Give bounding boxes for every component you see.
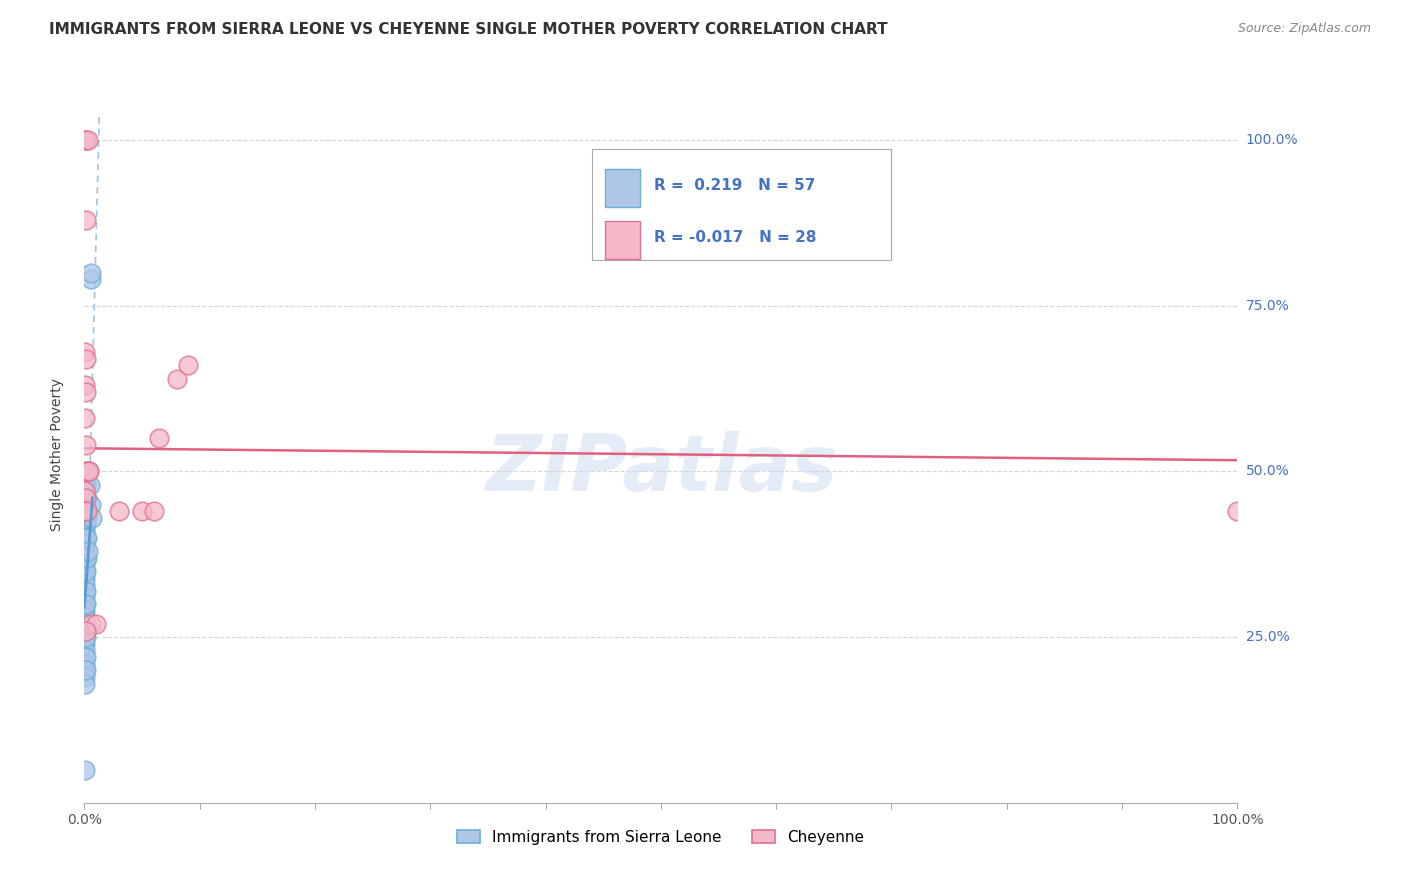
- Point: [76, 544, 98, 558]
- Point: [75, 570, 97, 584]
- Point: [84, 616, 107, 631]
- Text: 50.0%: 50.0%: [1246, 465, 1289, 478]
- Point: [75, 630, 97, 644]
- Text: Source: ZipAtlas.com: Source: ZipAtlas.com: [1237, 22, 1371, 36]
- Point: [75, 438, 97, 452]
- Point: [75, 477, 97, 491]
- Point: [75, 591, 97, 605]
- Point: [75, 558, 97, 572]
- Text: R =  0.219   N = 57: R = 0.219 N = 57: [654, 178, 815, 193]
- Point: [75, 484, 97, 499]
- Point: [75, 471, 97, 485]
- Point: [75, 537, 97, 551]
- Point: [75, 616, 97, 631]
- Point: [75, 657, 97, 671]
- Point: [75, 511, 97, 525]
- Point: [75, 531, 97, 545]
- Point: [75, 345, 97, 359]
- Point: [75, 604, 97, 618]
- Point: [75, 531, 97, 545]
- FancyBboxPatch shape: [606, 221, 640, 260]
- Point: [76, 504, 98, 518]
- Point: [75, 610, 97, 624]
- FancyBboxPatch shape: [606, 169, 640, 207]
- Point: [80, 266, 103, 280]
- Point: [75, 351, 97, 366]
- Point: [75, 564, 97, 578]
- Point: [76, 133, 98, 147]
- Text: 75.0%: 75.0%: [1246, 299, 1289, 313]
- Point: [75, 504, 97, 518]
- Point: [142, 504, 165, 518]
- Point: [75, 676, 97, 690]
- Point: [75, 517, 97, 532]
- Point: [75, 643, 97, 657]
- Point: [75, 212, 97, 227]
- Point: [75, 477, 97, 491]
- Point: [75, 583, 97, 598]
- Point: [80, 616, 103, 631]
- Point: [76, 504, 98, 518]
- Point: [80, 272, 103, 286]
- Point: [75, 498, 97, 512]
- Point: [75, 491, 97, 505]
- Point: [75, 498, 97, 512]
- Point: [76, 550, 98, 565]
- Point: [75, 577, 97, 591]
- Legend: Immigrants from Sierra Leone, Cheyenne: Immigrants from Sierra Leone, Cheyenne: [451, 823, 870, 851]
- Point: [75, 630, 97, 644]
- Point: [75, 544, 97, 558]
- Point: [79, 477, 101, 491]
- Point: [131, 504, 153, 518]
- Point: [75, 583, 97, 598]
- Point: [75, 564, 97, 578]
- Point: [75, 650, 97, 665]
- Point: [75, 465, 97, 479]
- FancyBboxPatch shape: [592, 149, 891, 260]
- Point: [76, 491, 98, 505]
- Text: R = -0.017   N = 28: R = -0.017 N = 28: [654, 230, 817, 245]
- Point: [75, 597, 97, 611]
- Point: [75, 624, 97, 638]
- Point: [75, 624, 97, 638]
- Point: [75, 663, 97, 677]
- Point: [75, 550, 97, 565]
- Y-axis label: Single Mother Poverty: Single Mother Poverty: [49, 378, 63, 532]
- Point: [82, 511, 104, 525]
- Point: [108, 504, 131, 518]
- Point: [77, 465, 100, 479]
- Point: [75, 637, 97, 651]
- Point: [75, 663, 97, 677]
- Point: [75, 650, 97, 665]
- Text: 100.0%: 100.0%: [1246, 133, 1298, 147]
- Point: [75, 550, 97, 565]
- Point: [76, 531, 98, 545]
- Point: [75, 384, 97, 399]
- Point: [148, 431, 170, 445]
- Point: [75, 517, 97, 532]
- Point: [75, 616, 97, 631]
- Point: [75, 597, 97, 611]
- Point: [75, 133, 97, 147]
- Point: [75, 524, 97, 538]
- Point: [75, 484, 97, 499]
- Point: [77, 465, 100, 479]
- Point: [76, 465, 98, 479]
- Point: [75, 465, 97, 479]
- Point: [177, 359, 200, 373]
- Point: [75, 411, 97, 425]
- Point: [75, 670, 97, 684]
- Point: [75, 378, 97, 392]
- Text: IMMIGRANTS FROM SIERRA LEONE VS CHEYENNE SINGLE MOTHER POVERTY CORRELATION CHART: IMMIGRANTS FROM SIERRA LEONE VS CHEYENNE…: [49, 22, 887, 37]
- Text: 25.0%: 25.0%: [1246, 630, 1289, 644]
- Point: [75, 763, 97, 777]
- Point: [166, 372, 188, 386]
- Point: [80, 498, 103, 512]
- Point: [75, 491, 97, 505]
- Text: ZIPatlas: ZIPatlas: [485, 431, 837, 507]
- Point: [75, 133, 97, 147]
- Point: [76, 511, 98, 525]
- Point: [1226, 504, 1249, 518]
- Point: [75, 504, 97, 518]
